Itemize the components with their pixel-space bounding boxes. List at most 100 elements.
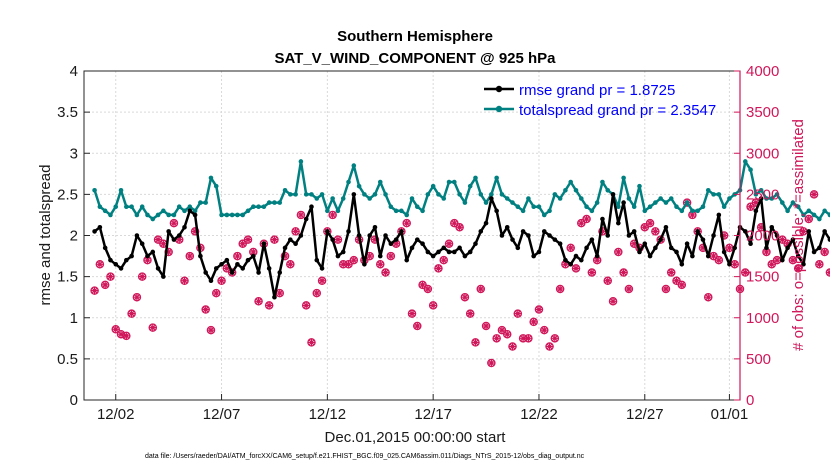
x-tick-label: 12/17 [414, 406, 452, 423]
spread-point [674, 204, 679, 210]
obs-assimilated-marker [545, 342, 554, 351]
rmse-point [372, 224, 378, 230]
spread-point [727, 196, 732, 201]
spread-point [176, 204, 182, 210]
rmse-point [563, 257, 568, 263]
rmse-point [277, 270, 283, 275]
rmse-point [711, 233, 716, 238]
spread-point [695, 208, 700, 214]
spread-point [288, 192, 293, 197]
spread-point [198, 200, 203, 205]
rmse-point [642, 241, 648, 247]
obs-assimilated-marker [709, 252, 718, 261]
spread-point [150, 216, 156, 222]
spread-point [817, 216, 822, 222]
rmse-point [467, 249, 473, 255]
rmse-point [552, 237, 558, 242]
spread-point [626, 196, 632, 201]
spread-point [166, 212, 171, 218]
obs-assimilated-marker [206, 326, 215, 335]
rmse-point [409, 245, 415, 251]
obs-assimilated-marker [667, 268, 676, 277]
rmse-point [626, 233, 632, 238]
rmse-point [668, 245, 674, 251]
rmse-point [568, 261, 574, 267]
spread-point [822, 208, 827, 214]
spread-point [388, 204, 394, 210]
obs-assimilated-marker [402, 219, 411, 228]
spread-point [473, 175, 478, 181]
spread-point [520, 208, 526, 214]
spread-point [700, 204, 706, 210]
rmse-point [150, 249, 156, 255]
rmse-point [124, 257, 129, 263]
obs-assimilated-marker [746, 202, 755, 211]
spread-point [631, 204, 637, 210]
footnote: data file: /Users/raeder/DAI/ATM_forcXX/… [145, 453, 585, 460]
rmse-point [483, 220, 489, 226]
spread-point [319, 192, 325, 197]
spread-point [536, 204, 542, 210]
y-tick-label-right: 3000 [746, 145, 779, 162]
rmse-point [631, 229, 637, 234]
spread-point [716, 192, 722, 197]
spread-point [256, 204, 261, 210]
spread-point [605, 187, 611, 193]
spread-point [235, 212, 240, 218]
rmse-point [187, 208, 193, 214]
spread-point [414, 204, 420, 210]
spread-point [330, 196, 335, 201]
spread-point [589, 208, 595, 214]
obs-assimilated-marker [265, 301, 274, 310]
spread-point [346, 179, 351, 185]
obs-assimilated-marker [529, 317, 538, 326]
obs-assimilated-marker [524, 334, 533, 343]
obs-assimilated-marker [180, 276, 189, 285]
spread-point [404, 212, 410, 218]
obs-assimilated-marker [476, 284, 485, 293]
spread-point [372, 192, 378, 197]
rmse-point [520, 229, 526, 234]
spread-point [393, 208, 399, 214]
obs-assimilated-marker [587, 268, 596, 277]
spread-point [457, 192, 462, 197]
rmse-point [192, 212, 198, 218]
obs-assimilated-marker [418, 280, 427, 289]
spread-point [362, 192, 367, 197]
rmse-point [541, 229, 547, 234]
rmse-point [325, 229, 330, 234]
obs-assimilated-marker [381, 268, 390, 277]
spread-point [758, 187, 764, 193]
rmse-point [716, 212, 722, 218]
spread-point [489, 192, 494, 197]
rmse-point [319, 266, 325, 271]
obs-assimilated-marker [725, 243, 734, 252]
rmse-point [536, 249, 542, 255]
rmse-point [245, 257, 251, 263]
x-tick-label: 12/12 [309, 406, 347, 423]
spread-point [764, 196, 769, 201]
y-tick-label-left: 3.5 [57, 104, 78, 121]
obs-assimilated-marker [365, 252, 374, 261]
rmse-point [594, 253, 600, 259]
obs-assimilated-marker [344, 260, 353, 269]
rmse-point [330, 237, 335, 242]
y-tick-label-right: 3500 [746, 104, 779, 121]
x-tick-label: 12/27 [626, 406, 664, 423]
spread-point [494, 175, 499, 181]
spread-point [594, 200, 600, 205]
spread-point [811, 212, 817, 218]
obs-assimilated-marker [169, 219, 178, 228]
spread-point [425, 192, 431, 197]
rmse-point [102, 245, 108, 251]
spread-point [526, 196, 531, 201]
spread-point [192, 208, 198, 214]
rmse-point [240, 266, 246, 271]
spread-point [499, 192, 505, 197]
rmse-point [356, 233, 362, 238]
obs-assimilated-marker [434, 264, 443, 273]
spread-point [748, 167, 753, 172]
obs-assimilated-marker [720, 231, 729, 240]
rmse-point [637, 249, 642, 255]
spread-point [298, 159, 304, 164]
